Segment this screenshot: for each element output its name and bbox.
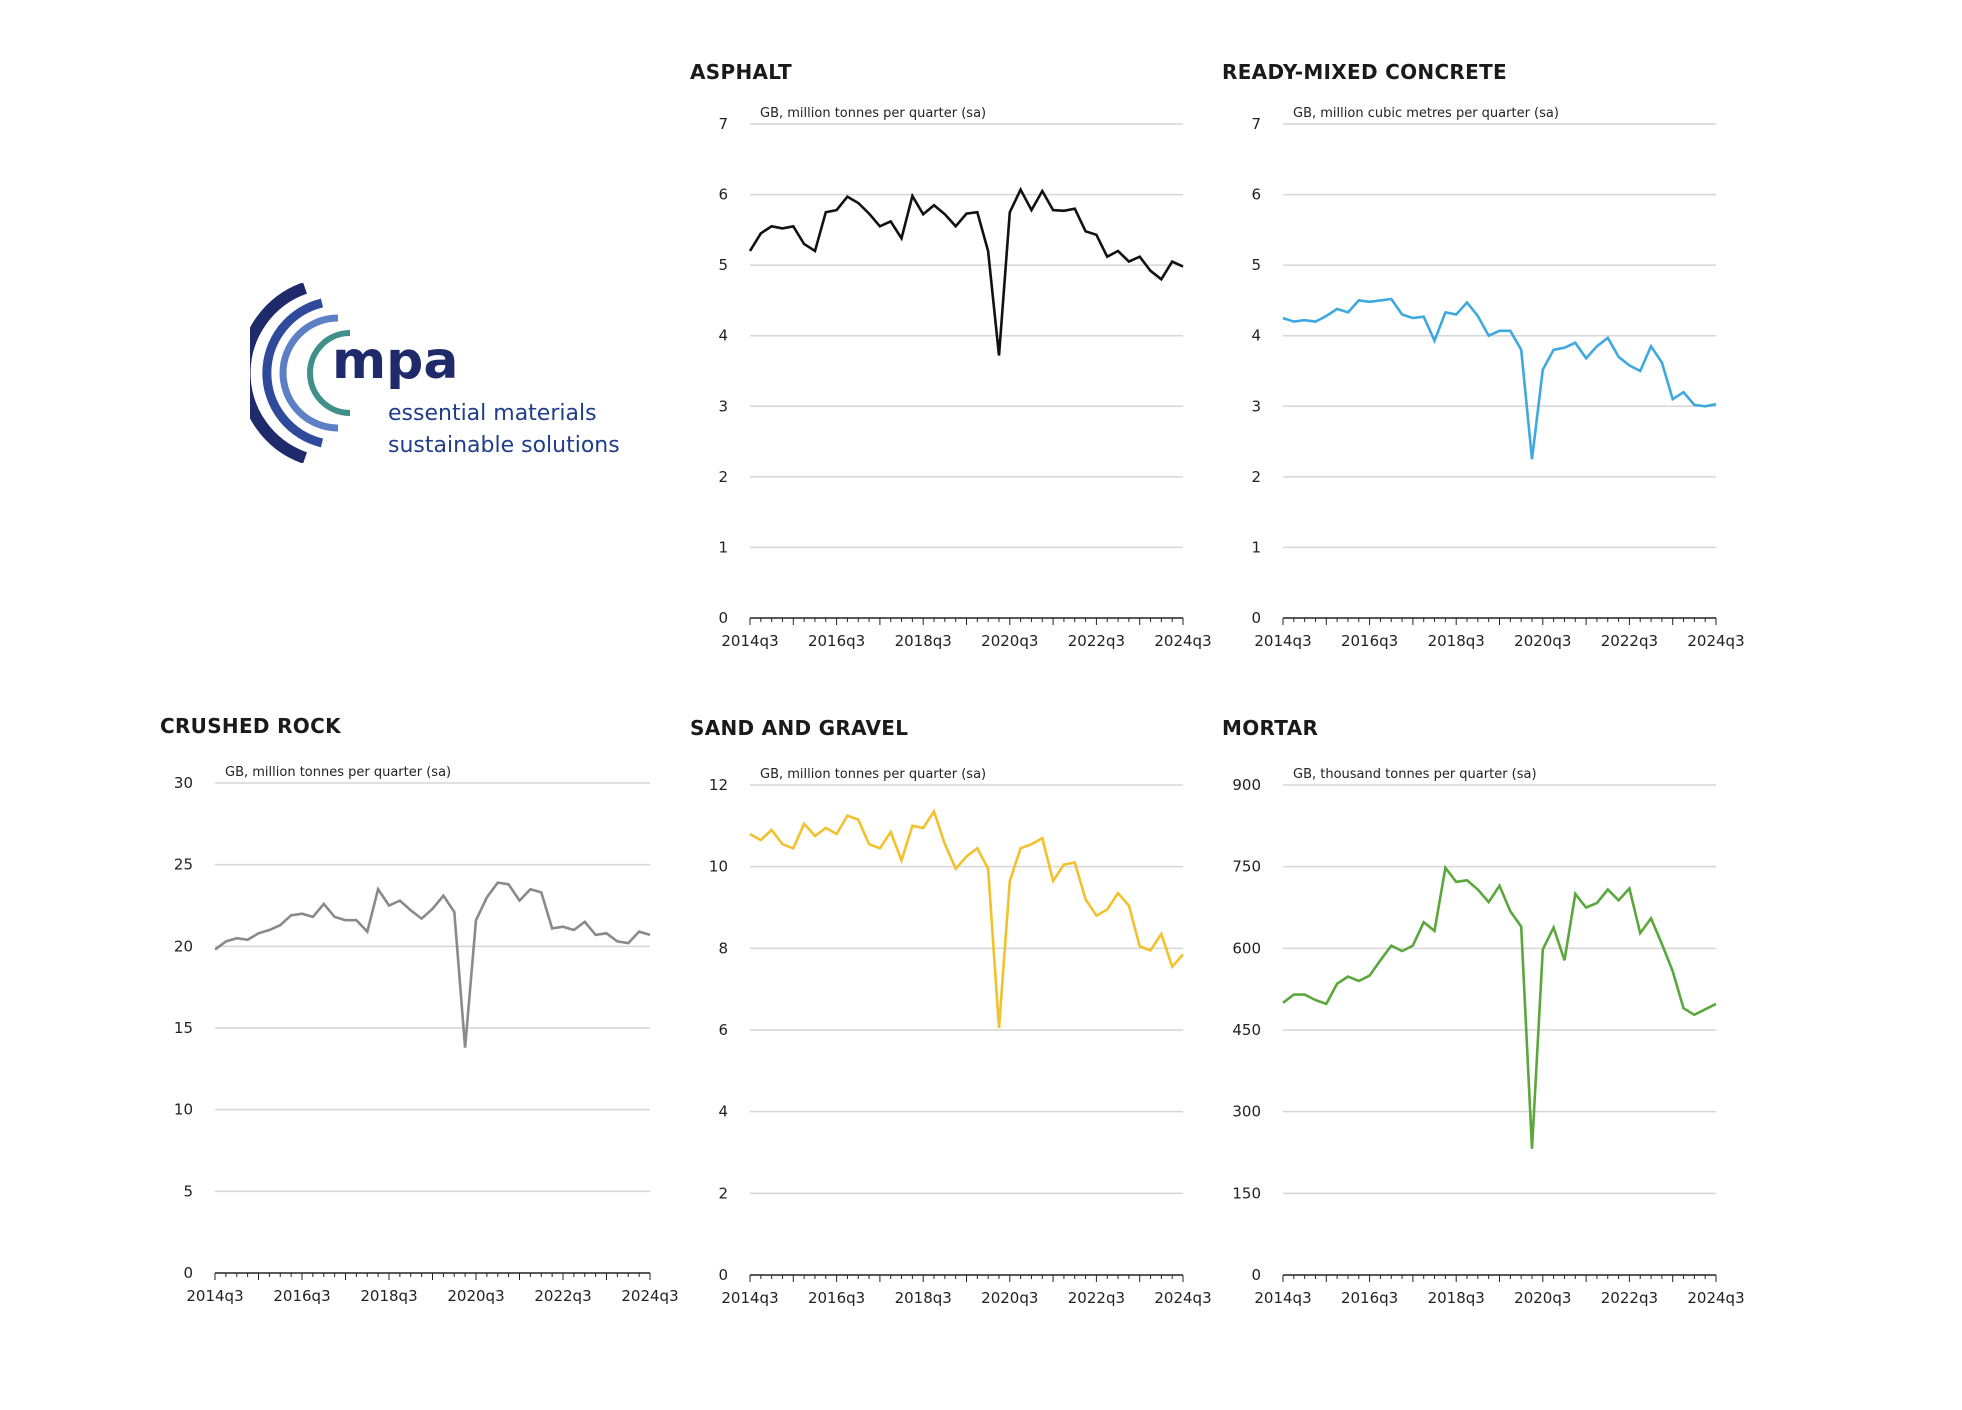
x-tick-label: 2018q3	[895, 1289, 952, 1307]
y-tick-label: 20	[174, 937, 193, 955]
chart-title-sand-and-gravel: SAND AND GRAVEL	[690, 716, 909, 740]
y-tick-label: 5	[718, 256, 728, 274]
x-tick-label: 2020q3	[981, 1289, 1038, 1307]
axis-unit-label: GB, million tonnes per quarter (sa)	[760, 106, 986, 121]
x-tick-label: 2020q3	[1514, 1289, 1571, 1307]
x-tick-label: 2014q3	[721, 632, 778, 650]
x-tick-label: 2022q3	[1601, 1289, 1658, 1307]
x-tick-label: 2016q3	[1341, 632, 1398, 650]
y-tick-label: 12	[709, 776, 728, 794]
x-tick-label: 2022q3	[1601, 632, 1658, 650]
y-tick-label: 450	[1232, 1021, 1261, 1039]
y-tick-label: 6	[718, 1021, 728, 1039]
y-tick-label: 600	[1232, 939, 1261, 957]
axis-unit-label: GB, million cubic metres per quarter (sa…	[1293, 106, 1559, 121]
x-tick-label: 2022q3	[1068, 1289, 1125, 1307]
y-tick-label: 0	[183, 1264, 193, 1282]
chart-title-mortar: MORTAR	[1222, 716, 1319, 740]
y-tick-label: 4	[718, 1103, 728, 1121]
x-tick-label: 2016q3	[1341, 1289, 1398, 1307]
x-tick-label: 2018q3	[1428, 1289, 1485, 1307]
y-tick-label: 6	[718, 186, 728, 204]
logo-arcs-icon: mpa essential materials sustainable solu…	[238, 282, 620, 464]
x-tick-label: 2020q3	[447, 1287, 504, 1305]
axis-unit-label: GB, million tonnes per quarter (sa)	[225, 765, 451, 780]
y-tick-label: 7	[1251, 115, 1261, 133]
series-line	[1282, 864, 1717, 1149]
y-tick-label: 1	[1251, 538, 1261, 556]
y-tick-label: 5	[183, 1182, 193, 1200]
series-line	[749, 808, 1184, 1029]
x-tick-label: 2018q3	[360, 1287, 417, 1305]
logo-tagline-1: essential materials	[388, 401, 597, 426]
y-tick-label: 4	[718, 327, 728, 345]
series-line	[214, 881, 651, 1048]
y-tick-label: 30	[174, 774, 193, 792]
y-tick-label: 300	[1232, 1103, 1261, 1121]
x-tick-label: 2024q3	[1154, 632, 1211, 650]
y-tick-label: 10	[709, 858, 728, 876]
x-tick-label: 2022q3	[534, 1287, 591, 1305]
x-tick-label: 2024q3	[1687, 632, 1744, 650]
y-tick-label: 25	[174, 856, 193, 874]
x-tick-label: 2020q3	[1514, 632, 1571, 650]
logo-tagline-2: sustainable solutions	[388, 433, 620, 458]
y-tick-label: 900	[1232, 776, 1261, 794]
x-tick-label: 2018q3	[1428, 632, 1485, 650]
y-tick-label: 150	[1232, 1184, 1261, 1202]
y-tick-label: 0	[718, 609, 728, 627]
x-tick-label: 2024q3	[621, 1287, 678, 1305]
x-tick-label: 2014q3	[186, 1287, 243, 1305]
chart-title-crushed-rock: CRUSHED ROCK	[160, 714, 341, 738]
x-tick-label: 2016q3	[273, 1287, 330, 1305]
x-tick-label: 2024q3	[1154, 1289, 1211, 1307]
x-tick-label: 2014q3	[1254, 1289, 1311, 1307]
y-tick-label: 2	[718, 1184, 728, 1202]
series-line	[748, 186, 1184, 356]
x-tick-label: 2024q3	[1687, 1289, 1744, 1307]
y-tick-label: 8	[718, 939, 728, 957]
y-tick-label: 7	[718, 115, 728, 133]
y-tick-label: 15	[174, 1019, 193, 1037]
y-tick-label: 0	[718, 1266, 728, 1284]
y-tick-label: 10	[174, 1101, 193, 1119]
series-line	[1282, 297, 1717, 460]
x-tick-label: 2014q3	[721, 1289, 778, 1307]
axis-unit-label: GB, million tonnes per quarter (sa)	[760, 767, 986, 782]
y-tick-label: 3	[1251, 397, 1261, 415]
logo-wordmark: mpa	[332, 331, 459, 391]
y-tick-label: 1	[718, 538, 728, 556]
y-tick-label: 4	[1251, 327, 1261, 345]
y-tick-label: 6	[1251, 186, 1261, 204]
y-tick-label: 2	[718, 468, 728, 486]
x-tick-label: 2016q3	[808, 1289, 865, 1307]
x-tick-label: 2020q3	[981, 632, 1038, 650]
x-tick-label: 2016q3	[808, 632, 865, 650]
mpa-logo: mpa essential materials sustainable solu…	[238, 282, 630, 464]
y-tick-label: 2	[1251, 468, 1261, 486]
y-tick-label: 0	[1251, 1266, 1261, 1284]
y-tick-label: 0	[1251, 609, 1261, 627]
y-tick-label: 3	[718, 397, 728, 415]
axis-unit-label: GB, thousand tonnes per quarter (sa)	[1293, 767, 1537, 782]
chart-title-asphalt: ASPHALT	[690, 60, 792, 84]
y-tick-label: 5	[1251, 256, 1261, 274]
chart-title-ready-mixed-concrete: READY-MIXED CONCRETE	[1222, 60, 1507, 84]
x-tick-label: 2014q3	[1254, 632, 1311, 650]
x-tick-label: 2018q3	[895, 632, 952, 650]
x-tick-label: 2022q3	[1068, 632, 1125, 650]
y-tick-label: 750	[1232, 858, 1261, 876]
